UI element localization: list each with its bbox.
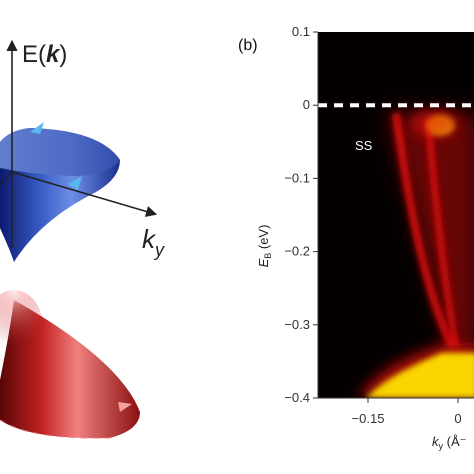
- spin-arrow-icon: [30, 122, 44, 134]
- band-diffuse-glow: [388, 113, 474, 347]
- ky-axis: [11, 171, 158, 217]
- surface-state-branch-right: [424, 118, 460, 348]
- spin-arrow-icon: [68, 176, 82, 190]
- y-axis-label: EB (eV): [256, 225, 273, 268]
- arpes-axes: 0.1 0 −0.1 −0.2 −0.3 −0.4 −0.15 0 EB (eV) ky (…: [256, 24, 474, 451]
- x-tick-label: 0: [454, 411, 461, 426]
- y-tick-label: −0.2: [284, 244, 310, 259]
- dirac-cone-schematic: E(k) ky: [0, 39, 165, 439]
- surface-state-branch-left: [392, 112, 456, 349]
- y-tick-label: 0.1: [292, 24, 310, 39]
- kx-axis-stub: [0, 171, 13, 186]
- y-tick-label: −0.4: [284, 390, 310, 405]
- x-axis-label: ky (Å⁻: [432, 434, 466, 451]
- arpes-plot: SS: [318, 32, 474, 398]
- energy-axis-label: E(k): [22, 41, 67, 68]
- fermi-intensity-halo: [410, 109, 458, 138]
- lower-cone-glow: [0, 290, 44, 370]
- ky-axis-label: ky: [142, 224, 165, 260]
- y-tick-label: −0.3: [284, 317, 310, 332]
- y-tick-label: −0.1: [284, 170, 310, 185]
- lower-cone-rim: [0, 419, 111, 439]
- upper-cone-top: [0, 128, 120, 176]
- bulk-valence-band: [366, 352, 474, 398]
- x-tick-label: −0.15: [352, 411, 385, 426]
- panel-b-label: (b): [238, 37, 258, 54]
- surface-state-annotation: SS: [355, 138, 373, 153]
- y-tick-label: 0: [303, 97, 310, 112]
- spin-arrow-icon: [118, 402, 132, 412]
